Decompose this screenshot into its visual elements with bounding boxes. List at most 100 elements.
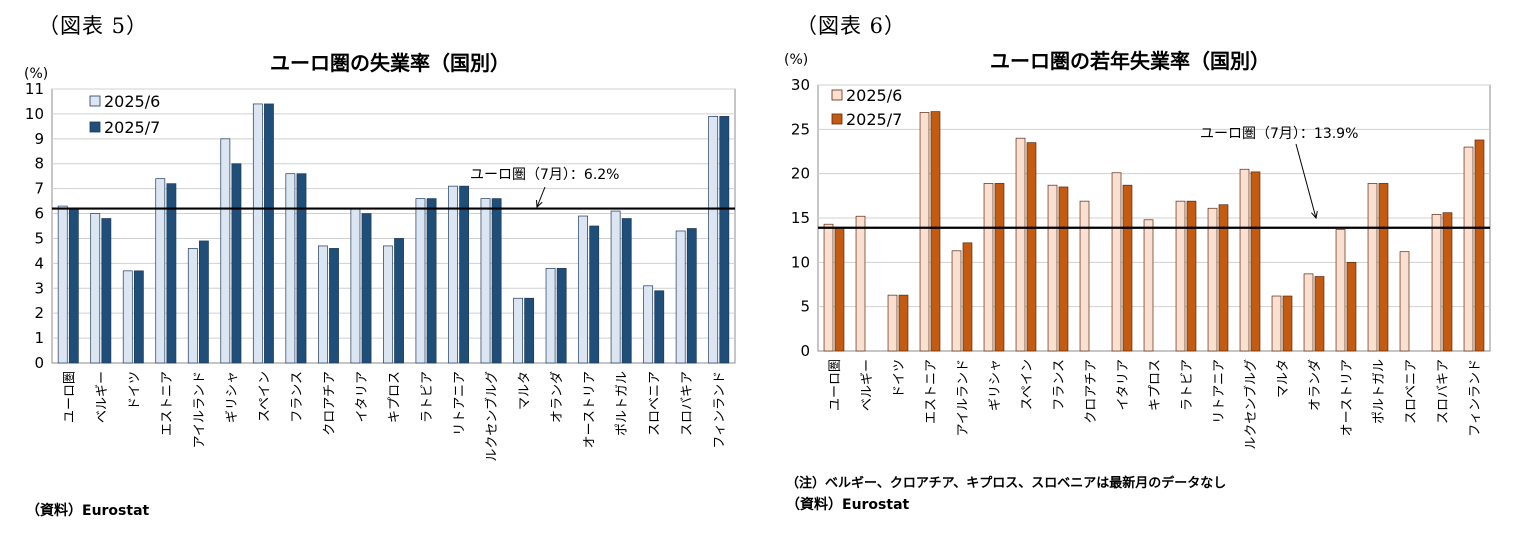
- y-tick-label: 30: [791, 76, 810, 94]
- y-tick-label: 0: [34, 354, 44, 372]
- bar-jun: [350, 208, 361, 364]
- bar-jun: [1463, 146, 1474, 352]
- reference-line-label: ユーロ圏（7月）：13.9%: [1200, 126, 1358, 142]
- y-tick-label: 11: [25, 80, 44, 98]
- figure-5-label: （図表 5）: [38, 14, 149, 38]
- bar-jun: [887, 294, 898, 352]
- figure-6-label: （図表 6）: [796, 14, 907, 38]
- bar-jun: [57, 205, 68, 364]
- x-tick-label: アイルランド: [192, 371, 207, 448]
- x-tick-label: ユーロ圏: [62, 371, 77, 423]
- x-tick-label: スロバキア: [1436, 359, 1451, 424]
- x-tick-label: オランダ: [1308, 359, 1323, 411]
- y-tick-label: 3: [34, 279, 44, 297]
- bar-jul: [329, 248, 339, 364]
- bar-jul: [589, 225, 600, 364]
- y-tick-label: 8: [34, 155, 44, 173]
- x-tick-label: オーストリア: [1340, 359, 1355, 436]
- bar-jun: [823, 223, 834, 352]
- bar-jul: [1378, 183, 1389, 352]
- bar-jul: [426, 198, 437, 364]
- youth-unemployment-rate-chart: 0 5 10 15 20 25 30 ユーロ圏 ベルギー ドイツ エストニア アイルランド ギリシャ スペ…: [784, 49, 1491, 450]
- bar-jul: [1346, 261, 1357, 352]
- bar-jun: [708, 116, 719, 364]
- x-tick-label: フランス: [1052, 359, 1067, 411]
- unemployment-rate-chart: 0 1 2 3 4 5 6 7 8 9 10 11 ユーロ圏 ベルギー ドイツ エストニア アイルランド ギリシャ…: [24, 51, 736, 462]
- bar-jul: [264, 103, 274, 364]
- x-tick-label: エストニア: [924, 359, 939, 424]
- bar-jun: [1399, 251, 1410, 352]
- bar-jun: [285, 173, 296, 364]
- bar-jun: [610, 210, 621, 364]
- x-tick-label: マルタ: [518, 371, 533, 410]
- x-tick-label: ギリシャ: [225, 371, 240, 423]
- bar-jul: [834, 227, 845, 352]
- legend-swatch: [89, 95, 101, 107]
- bar-jun: [1143, 219, 1154, 352]
- bar-jun: [1303, 273, 1314, 352]
- bar-jul: [1186, 200, 1197, 352]
- bar-jun: [1207, 207, 1218, 352]
- x-tick-label: フランス: [290, 371, 305, 423]
- bar-jul: [296, 173, 307, 364]
- bar-jul: [1026, 142, 1037, 352]
- y-tick-label: 5: [34, 229, 44, 247]
- reference-line-arrow: [536, 186, 546, 208]
- bar-jun: [1111, 172, 1122, 352]
- y-tick-label: 1: [34, 329, 44, 347]
- x-tick-label: ドイツ: [127, 371, 142, 410]
- y-tick-label: 9: [34, 130, 44, 148]
- figure-6-panel: （図表 6） 0 5 10 15 20 25 30 ユーロ圏 ベルギー ドイツ エストニア アイルラン…: [760, 0, 1513, 540]
- x-tick-label: スペイン: [257, 371, 272, 422]
- x-tick-label: スペイン: [1020, 359, 1035, 410]
- x-tick-label: ベルギー: [95, 371, 110, 423]
- bar-jul: [1282, 295, 1293, 352]
- bar-jul: [898, 294, 909, 352]
- bar-jun: [252, 103, 263, 364]
- bar-jun: [919, 112, 930, 352]
- x-tick-label: オランダ: [550, 371, 565, 423]
- x-tick-label: スロベニア: [1404, 359, 1419, 424]
- bar-jul: [1122, 184, 1133, 352]
- bar-jul: [930, 111, 941, 352]
- y-axis-unit-label: (%): [24, 66, 48, 82]
- x-tick-label: マルタ: [1276, 359, 1291, 398]
- bar-jul: [1058, 186, 1069, 352]
- y-tick-label: 15: [791, 209, 810, 227]
- y-tick-label: 20: [791, 165, 810, 183]
- bar-jun: [415, 198, 426, 364]
- bar-jun: [855, 215, 866, 352]
- bar-jul: [166, 183, 177, 364]
- bar-jun: [448, 185, 458, 364]
- x-tick-label: クロアチア: [322, 371, 337, 436]
- bar-jul: [1218, 204, 1229, 352]
- y-tick-label: 10: [25, 105, 44, 123]
- reference-line-arrowhead: [536, 199, 543, 209]
- bar-jun: [643, 285, 654, 364]
- bar-jun: [383, 245, 393, 364]
- y-tick-label: 0: [800, 342, 810, 360]
- bar-jun: [155, 178, 166, 364]
- reference-line-arrowhead: [1311, 211, 1318, 220]
- x-tick-label: ギリシャ: [988, 359, 1003, 411]
- x-tick-label: イタリア: [1116, 359, 1131, 410]
- y-tick-label: 4: [34, 254, 44, 272]
- bar-jul: [133, 270, 144, 364]
- x-tick-label: ラトビア: [1180, 359, 1195, 411]
- figure-5-source: （資料）Eurostat: [26, 503, 150, 519]
- y-tick-label: 25: [791, 120, 810, 138]
- bar-jun: [317, 245, 328, 364]
- legend-label: 2025/6: [846, 86, 902, 105]
- bar-jul: [1474, 139, 1485, 352]
- y-axis-unit-label: (%): [784, 52, 808, 68]
- y-tick-label: 10: [791, 253, 810, 271]
- bar-jun: [951, 250, 962, 352]
- x-tick-label: アイルランド: [956, 359, 971, 436]
- x-tick-label: イタリア: [355, 371, 370, 422]
- bar-jul: [199, 240, 209, 364]
- bar-jun: [983, 183, 994, 352]
- bar-jun: [1079, 200, 1090, 352]
- bar-jun: [545, 267, 556, 364]
- x-tick-label: エストニア: [160, 371, 175, 436]
- bar-jun: [187, 248, 198, 364]
